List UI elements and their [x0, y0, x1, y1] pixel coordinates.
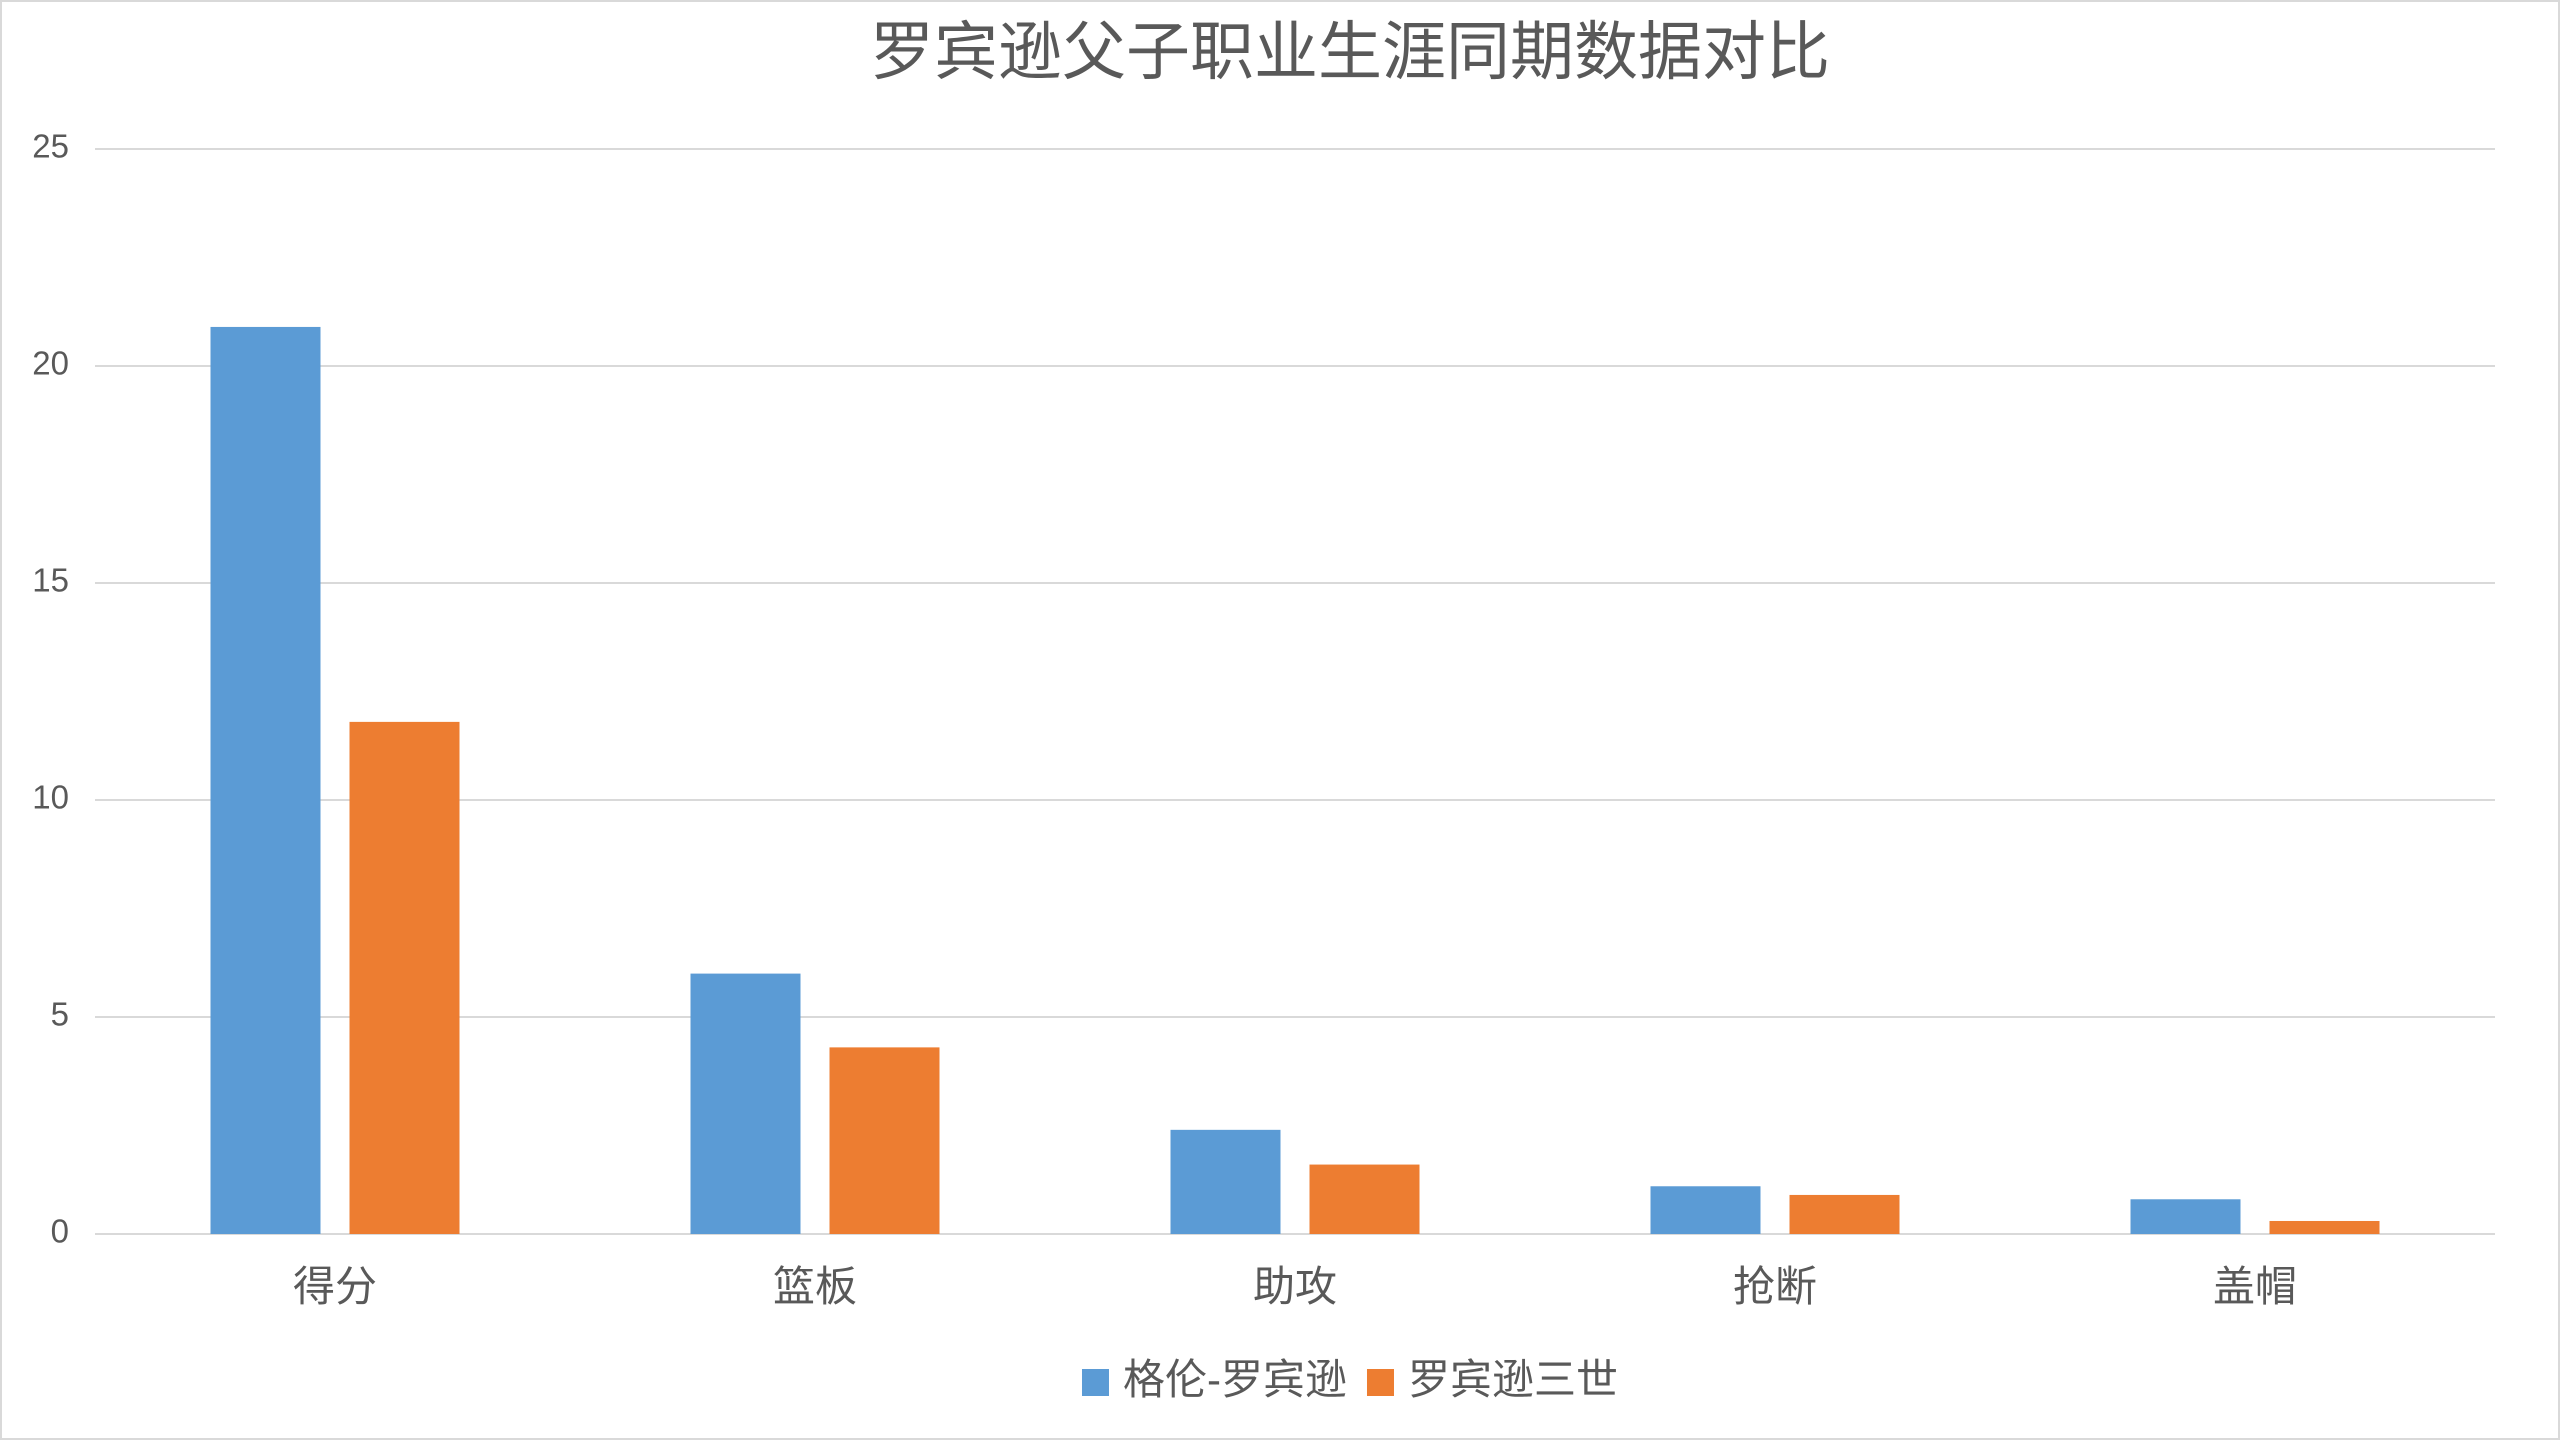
bar [2130, 1199, 2241, 1234]
legend-swatch [1366, 1369, 1394, 1396]
x-tick-label: 抢断 [1733, 1263, 1817, 1310]
y-tick-label: 20 [32, 345, 69, 382]
x-tick-label: 助攻 [1253, 1263, 1337, 1310]
y-tick-label: 5 [51, 996, 69, 1033]
y-tick-label: 25 [32, 128, 69, 165]
x-tick-label: 得分 [293, 1263, 377, 1310]
x-tick-label: 篮板 [773, 1263, 857, 1310]
bar [1170, 1129, 1281, 1234]
bar [2269, 1220, 2380, 1234]
y-tick-label: 0 [51, 1213, 69, 1250]
legend-swatch [1081, 1369, 1109, 1396]
bar [1789, 1194, 1900, 1234]
bar [1309, 1164, 1420, 1234]
y-tick-label: 15 [32, 562, 69, 599]
y-tick-label: 10 [32, 779, 69, 816]
legend-label: 格伦-罗宾逊 [1123, 1356, 1347, 1403]
legend-label: 罗宾逊三世 [1408, 1356, 1618, 1403]
bar [349, 721, 460, 1234]
bar [210, 326, 321, 1234]
x-tick-label: 盖帽 [2213, 1263, 2297, 1310]
bar [690, 973, 801, 1234]
chart-title: 罗宾逊父子职业生涯同期数据对比 [870, 16, 1830, 88]
bar [829, 1047, 940, 1234]
bar [1650, 1186, 1761, 1234]
